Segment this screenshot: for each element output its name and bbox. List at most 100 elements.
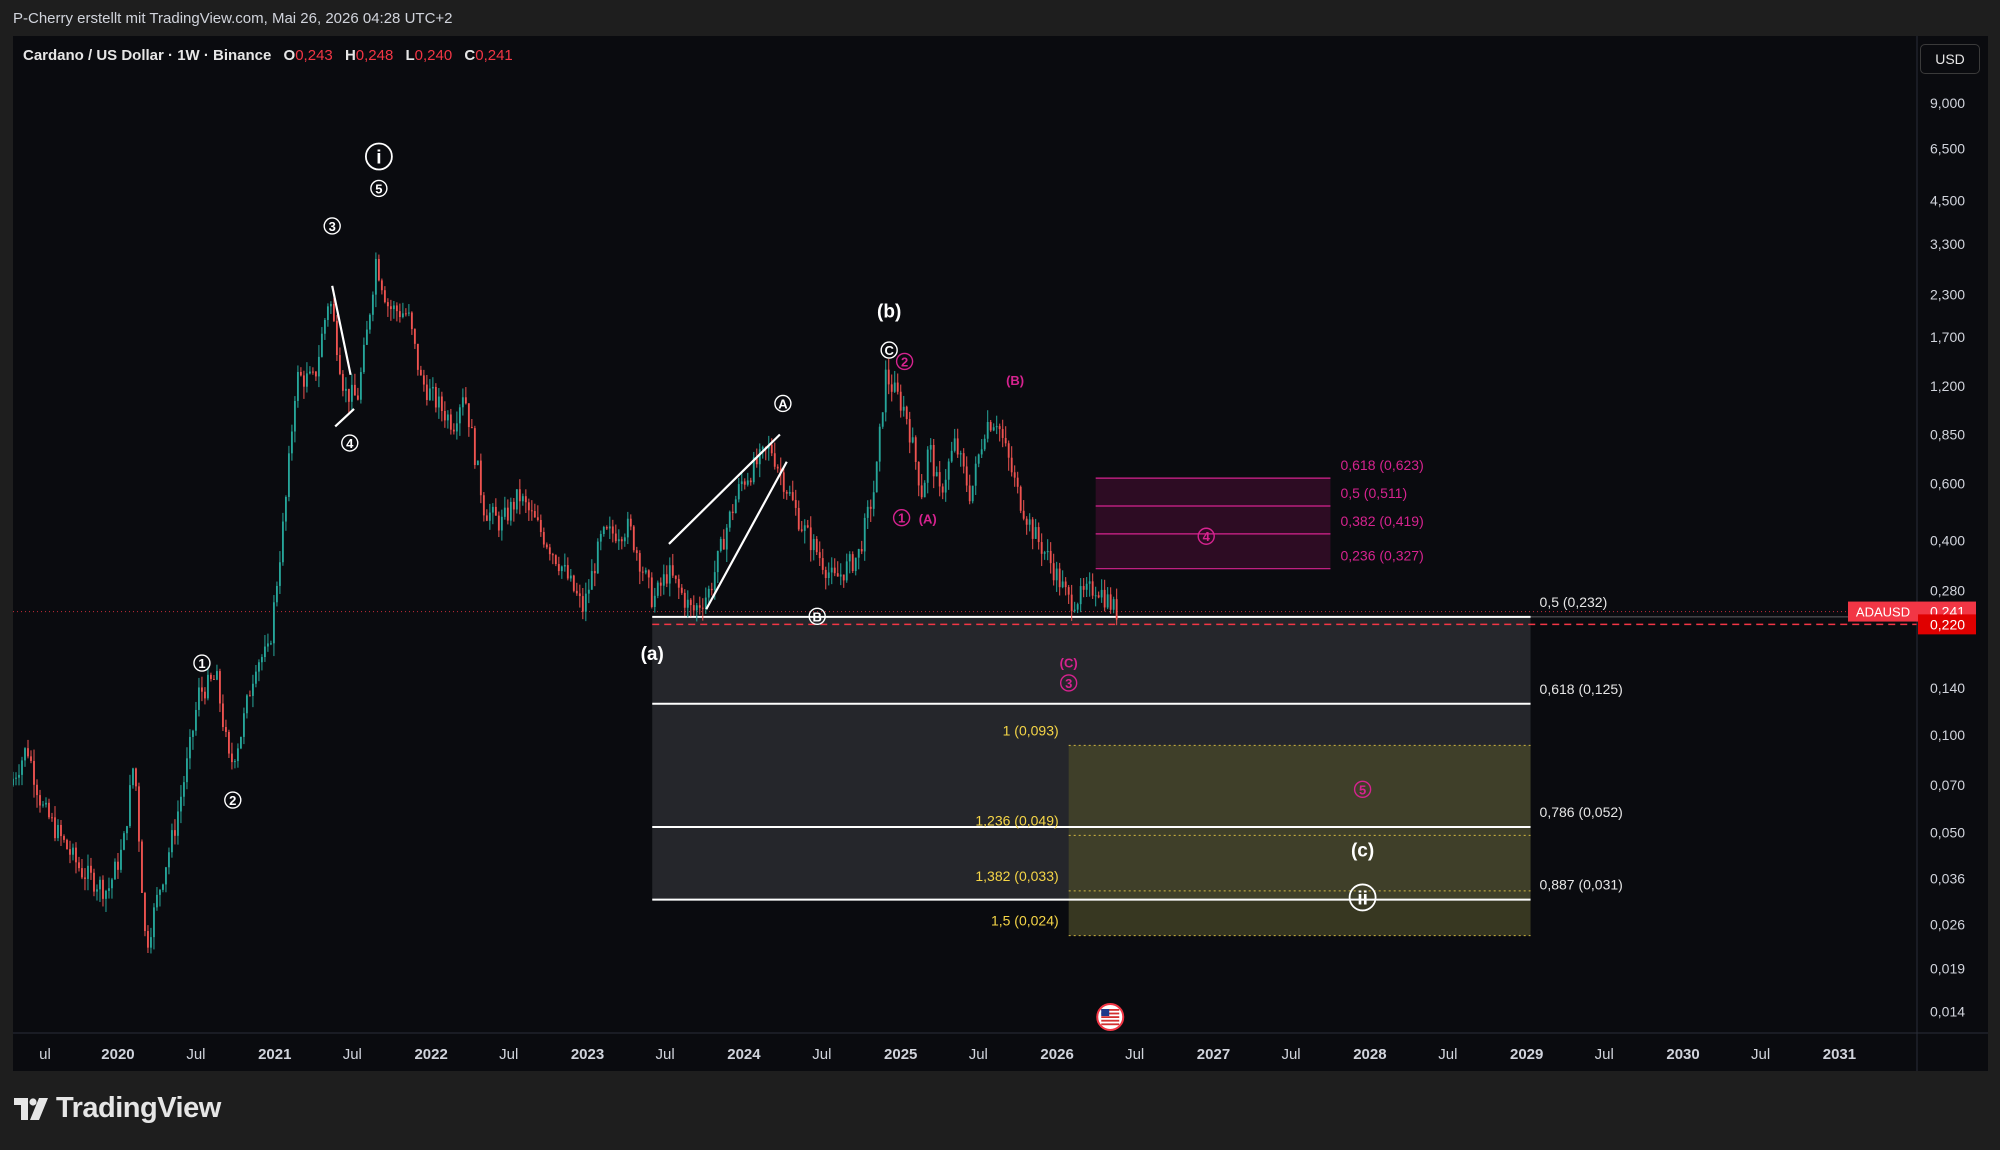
wave-label-circle xyxy=(341,434,359,452)
candle-body xyxy=(42,804,44,806)
wave-label-text: 1 xyxy=(198,656,205,671)
candle-body xyxy=(503,507,506,517)
candle-body xyxy=(216,671,218,680)
wave-label-circle xyxy=(808,607,826,626)
wave-label-5: 5 xyxy=(370,179,388,198)
candle-body xyxy=(380,280,383,291)
price-axis-tick: 0,140 xyxy=(1930,680,1965,696)
candle-body xyxy=(138,786,140,842)
candle-body xyxy=(51,817,53,819)
tradingview-logo[interactable]: TradingView xyxy=(14,1092,221,1125)
candle-body xyxy=(527,502,530,511)
candle-body xyxy=(21,760,23,775)
candle-body xyxy=(452,429,455,432)
candle-body xyxy=(584,593,587,612)
candle-body xyxy=(602,527,605,535)
candle-body xyxy=(368,314,371,330)
candle-body xyxy=(1022,510,1025,519)
candle-body xyxy=(153,907,155,938)
candle-body xyxy=(117,861,119,870)
candle-body xyxy=(13,778,14,786)
candle-body xyxy=(311,371,314,373)
currency-button[interactable]: USD xyxy=(1920,44,1980,74)
candle-body xyxy=(114,861,116,880)
candle-body xyxy=(605,527,608,529)
candle-body xyxy=(1019,486,1022,511)
candle-body xyxy=(866,506,869,518)
candle-body xyxy=(782,472,785,492)
candle-body xyxy=(998,426,1001,430)
candle-body xyxy=(362,344,365,373)
trend-line xyxy=(334,408,355,428)
candle-body xyxy=(69,849,71,855)
wave-label-text: B xyxy=(812,609,821,624)
wave-label-text: 2 xyxy=(901,354,908,369)
trend-line xyxy=(331,285,352,376)
candle-body xyxy=(210,674,212,679)
candle-body xyxy=(971,485,974,502)
price-axis-tick: 0,019 xyxy=(1930,960,1965,976)
time-axis-tick: Jul xyxy=(1595,1046,1614,1063)
candle-body xyxy=(356,395,359,400)
candle-body xyxy=(959,453,962,455)
candle-body xyxy=(162,884,164,890)
candle-body xyxy=(920,485,923,498)
candle-body xyxy=(530,510,533,512)
candle-body xyxy=(566,565,569,579)
candle-body xyxy=(929,444,932,450)
candle-body xyxy=(329,303,332,307)
candle-body xyxy=(854,557,857,572)
close-value: 0,241 xyxy=(475,47,513,64)
time-axis-tick: 2020 xyxy=(101,1046,134,1063)
candle-body xyxy=(836,573,839,577)
high-value: 0,248 xyxy=(355,47,394,64)
candle-body xyxy=(180,796,182,812)
candle-body xyxy=(560,566,563,572)
candle-body xyxy=(1046,550,1049,553)
candle-body xyxy=(198,687,200,710)
wave4-fib-label: 0,618 (0,623) xyxy=(1340,457,1423,473)
wave4-fib-label: 0,236 (0,327) xyxy=(1340,548,1423,564)
wave-label-circle xyxy=(323,217,341,235)
alert-price-value-box xyxy=(1918,614,1976,635)
candle-body xyxy=(908,419,911,443)
candle-body xyxy=(374,258,377,295)
alert-price-badge: 0,220 xyxy=(1918,614,1976,635)
candle-body xyxy=(350,384,353,402)
candle-body xyxy=(545,544,548,548)
candle-body xyxy=(683,592,686,608)
candle-body xyxy=(1040,542,1043,554)
candle-body xyxy=(168,852,170,868)
candle-body xyxy=(287,453,290,497)
candle-body xyxy=(626,518,629,538)
wave-label-i: i xyxy=(364,142,393,171)
candle-body xyxy=(845,561,848,581)
candle-body xyxy=(1037,527,1040,543)
candle-body xyxy=(1034,527,1037,539)
symbol-name[interactable]: Cardano / US Dollar · 1W · Binance xyxy=(23,47,272,64)
candle-body xyxy=(1115,599,1118,620)
time-axis-tick: 2027 xyxy=(1197,1046,1230,1063)
candle-body xyxy=(1091,581,1094,596)
candle-body xyxy=(485,515,488,521)
low-value: 0,240 xyxy=(414,47,453,64)
candle-body xyxy=(57,824,59,839)
candle-body xyxy=(102,879,104,899)
us-flag-stripe xyxy=(1101,1023,1120,1026)
wave-label-circle xyxy=(1059,674,1078,692)
wave-label-text: 3 xyxy=(329,219,336,234)
candle-body xyxy=(419,369,422,376)
candle-body xyxy=(461,397,464,408)
price-axis-tick: 1,700 xyxy=(1930,329,1965,345)
wave-label-5: 5 xyxy=(1353,780,1372,799)
wave-label-1: 1 xyxy=(193,654,211,672)
candle-body xyxy=(1106,594,1109,608)
wave-label-circle xyxy=(774,394,792,413)
candle-body xyxy=(563,565,566,567)
candle-body xyxy=(539,519,542,533)
candle-body xyxy=(36,784,38,796)
time-axis-tick: 2025 xyxy=(884,1046,917,1063)
candle-body xyxy=(713,572,716,591)
tradingview-logo-icon xyxy=(14,1097,48,1120)
